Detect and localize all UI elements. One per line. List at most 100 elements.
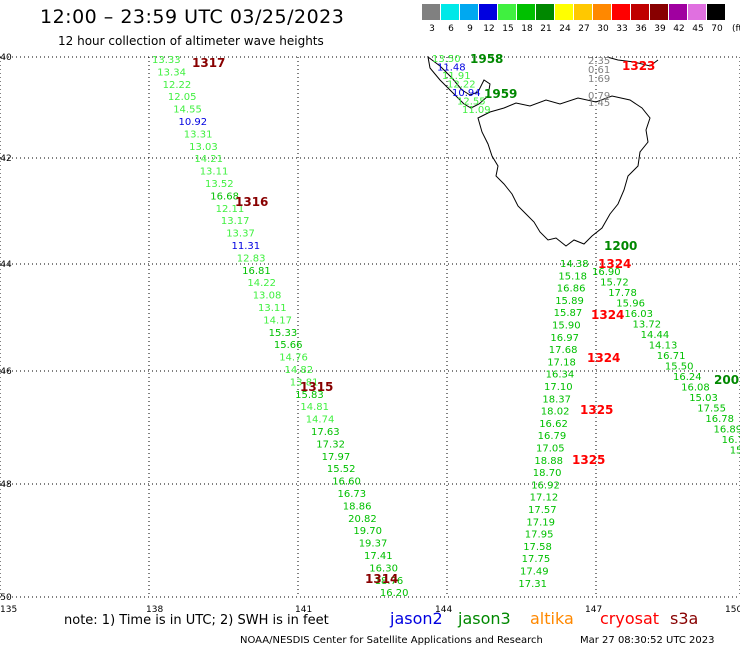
track-time-label: 1317 (192, 56, 225, 70)
swh-value: 15.89 (555, 296, 584, 307)
lat-label: -46 (0, 367, 12, 377)
swh-value: 16.73 (338, 489, 367, 500)
track-time-label: 1325 (572, 453, 605, 467)
map-subtitle: 12 hour collection of altimeter wave hei… (58, 34, 324, 48)
credit-line: NOAA/NESDIS Center for Satellite Applica… (240, 635, 543, 646)
swh-value: 17.19 (526, 517, 555, 528)
island-coastline (606, 56, 659, 67)
track-time-label: 1959 (484, 87, 517, 101)
legend-swatch (422, 4, 440, 20)
swh-value: 16.60 (332, 477, 361, 488)
swh-value: 15.03 (689, 393, 718, 404)
swh-value: 17.75 (522, 554, 551, 565)
map-note: note: 1) Time is in UTC; 2) SWH is in fe… (64, 613, 329, 628)
legend-swatch (441, 4, 459, 20)
lat-label: -48 (0, 480, 12, 490)
track-time-label: 1316 (235, 195, 268, 209)
swh-value: 18.76 (375, 576, 404, 587)
legend-swatch (517, 4, 535, 20)
lon-label: 135 (0, 605, 17, 615)
swh-value: 12.11 (216, 204, 245, 215)
swh-value: 11.09 (462, 105, 491, 116)
swh-value: 18.86 (343, 501, 372, 512)
swh-value: 14.76 (279, 353, 308, 364)
swh-value: 16.86 (557, 284, 586, 295)
track-time-label: 1958 (470, 52, 503, 66)
swh-value: 13.50 (432, 54, 461, 65)
lat-label: -42 (0, 154, 12, 164)
track-time-label: 1324 (587, 351, 620, 365)
swh-value: 15.90 (552, 321, 581, 332)
swh-value: 16.68 (210, 191, 239, 202)
swh-value: 20.82 (348, 514, 377, 525)
swh-value: 16.30 (369, 563, 398, 574)
legend-tick-label: 27 (578, 24, 590, 34)
satellite-label-s3a: s3a (670, 609, 699, 628)
track-time-label: 1315 (300, 380, 333, 394)
legend-swatch (536, 4, 554, 20)
track-time-label: 200 (714, 373, 739, 387)
swh-value: 11.91 (442, 71, 471, 82)
swh-value: 16.74 (722, 435, 740, 446)
legend-swatch (479, 4, 497, 20)
swh-value: 14.82 (285, 365, 314, 376)
swh-value: 13.03 (189, 142, 218, 153)
swh-value: 16.20 (380, 588, 409, 599)
legend-unit: (ft) (732, 24, 740, 34)
satellite-label-cryosat: cryosat (600, 609, 660, 628)
swh-value: 16.79 (538, 431, 567, 442)
swh-value: 14.22 (247, 278, 276, 289)
lon-label: 147 (585, 605, 602, 615)
swh-value: 12.83 (237, 253, 266, 264)
legend-tick-label: 39 (654, 24, 666, 34)
legend-tick-label: 21 (540, 24, 552, 34)
swh-value: 13.11 (200, 167, 229, 178)
legend-swatch (612, 4, 630, 20)
swh-value: 11.31 (232, 241, 261, 252)
swh-value: 17.55 (697, 404, 726, 415)
legend-swatch (688, 4, 706, 20)
swh-value: 18.02 (541, 407, 570, 418)
swh-value: 14.81 (300, 402, 329, 413)
swh-value: 13.11 (258, 303, 287, 314)
swh-value: 14.17 (263, 315, 292, 326)
track-time-label: 1323 (622, 59, 655, 73)
legend-swatch (460, 4, 478, 20)
swh-value: 17.49 (520, 567, 549, 578)
legend-tick-label: 18 (521, 24, 533, 34)
swh-value: 18.88 (534, 456, 563, 467)
swh-value: 15. (730, 446, 740, 457)
legend-tick-label: 45 (692, 24, 704, 34)
swh-value: 16.97 (550, 333, 579, 344)
swh-value: 13.31 (184, 129, 213, 140)
swh-value: 14.21 (194, 154, 223, 165)
swh-value: 13.08 (253, 291, 282, 302)
swh-value: 16.90 (592, 267, 621, 278)
legend-swatch (555, 4, 573, 20)
swh-value: 2.35 (588, 56, 610, 67)
swh-value: 12.05 (168, 92, 197, 103)
swh-value: 15.66 (274, 340, 303, 351)
swh-value: 16.89 (714, 425, 740, 436)
lon-label: 150 (725, 605, 740, 615)
swh-value: 10.94 (452, 88, 481, 99)
track-time-label: 1324 (591, 308, 624, 322)
legend-swatch (650, 4, 668, 20)
swh-value: 13.81 (290, 377, 319, 388)
track-time-label: 1314 (365, 572, 398, 586)
swh-value: 18.37 (542, 394, 571, 405)
swh-value: 17.18 (547, 357, 576, 368)
legend-tick-label: 9 (467, 24, 473, 34)
swh-value: 17.97 (322, 452, 351, 463)
swh-value: 19.70 (353, 526, 382, 537)
swh-value: 17.68 (549, 345, 578, 356)
swh-value: 15.96 (616, 299, 645, 310)
swh-value: 14.44 (641, 330, 670, 341)
legend-tick-label: 3 (429, 24, 435, 34)
legend-tick-label: 70 (711, 24, 723, 34)
swh-value: 15.52 (327, 464, 356, 475)
generated-timestamp: Mar 27 08:30:52 UTC 2023 (580, 635, 715, 646)
legend-swatch (574, 4, 592, 20)
legend-tick-label: 24 (559, 24, 571, 34)
